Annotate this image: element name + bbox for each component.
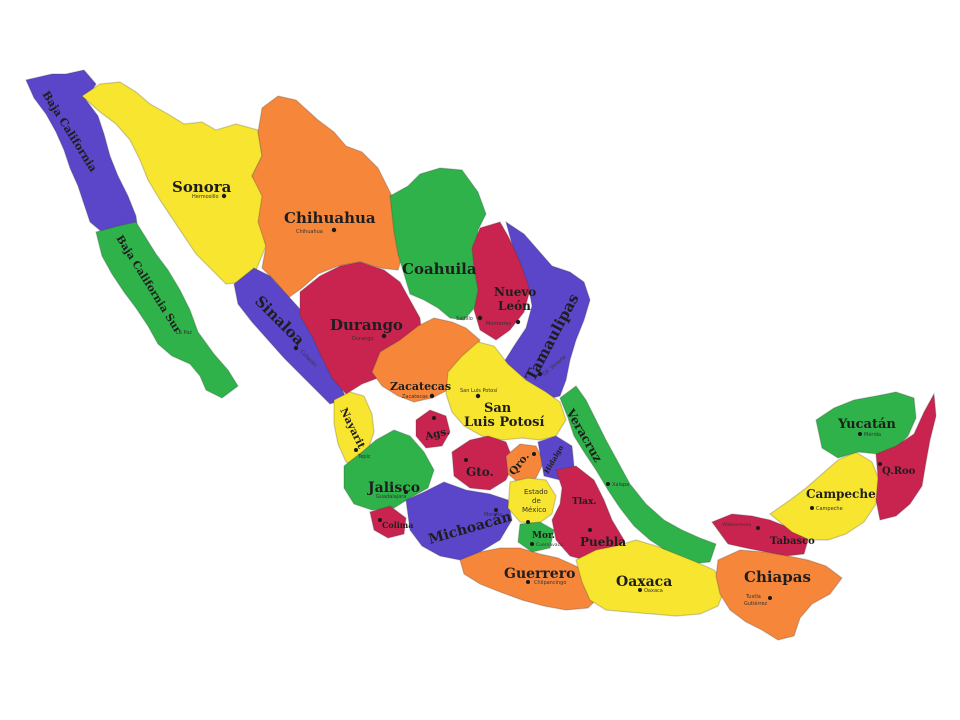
piece-chiapas[interactable] — [715, 549, 843, 641]
label-chihuahua: Chihuahua — [284, 209, 376, 227]
capital-dot-san-luis-potosi — [475, 393, 481, 399]
capital-dot-nuevo-leon — [515, 319, 521, 325]
capital-dot-oaxaca — [638, 588, 642, 592]
label-estado-de-mexico-2: de — [532, 497, 541, 505]
label-quintana-roo: Q.Roo — [882, 466, 916, 477]
label-colima: Colima — [382, 520, 413, 530]
capital-morelos: Cuernavaca — [536, 542, 563, 548]
capital-veracruz: Xalapa — [612, 482, 629, 488]
capital-dot-colima — [378, 518, 382, 522]
capital-dot-nayarit — [354, 448, 358, 452]
capital-dot-veracruz — [606, 482, 610, 486]
piece-michoacan[interactable] — [405, 481, 513, 561]
capital-dot-michoacan — [494, 508, 498, 512]
label-coahuila: Coahuila — [402, 260, 477, 278]
label-guerrero: Guerrero — [504, 566, 575, 582]
label-chiapas: Chiapas — [744, 568, 811, 586]
piece-aguascalientes[interactable] — [415, 409, 451, 449]
capital-dot-quintana-roo — [878, 462, 882, 466]
capital-dot-campeche — [810, 506, 814, 510]
label-zacatecas: Zacatecas — [390, 380, 451, 393]
capital-dot-morelos — [530, 542, 534, 546]
puzzle-pieces — [25, 69, 937, 641]
capital-dot-yucatan — [858, 432, 862, 436]
piece-chihuahua[interactable] — [251, 95, 405, 299]
label-puebla: Puebla — [580, 535, 626, 549]
capital-nuevo-leon: Monterrey — [486, 321, 512, 327]
capital-dot-guerrero — [526, 580, 530, 584]
capital-tabasco: Villahermosa — [722, 522, 751, 528]
piece-yucatan[interactable] — [815, 391, 917, 459]
capital-dot-chiapas — [768, 596, 772, 600]
label-estado-de-mexico-3: México — [522, 506, 546, 514]
capital-yucatan: Mérida — [864, 431, 881, 438]
capital-guerrero: Chilpancingo — [534, 580, 566, 586]
capital-san-luis-potosi: San Luis Potosí — [460, 387, 498, 394]
capital-dot-zacatecas — [429, 393, 435, 399]
capital-dot-queretaro — [532, 452, 536, 456]
capital-dot-guanajuato — [464, 458, 468, 462]
label-estado-de-mexico-1: Estado — [524, 488, 548, 496]
capital-dot-jalisco — [404, 490, 408, 494]
capital-dot-chihuahua — [331, 227, 337, 233]
capital-dot-estado-de-mexico — [526, 520, 530, 524]
capital-sonora: Hermosillo — [192, 194, 219, 200]
piece-tamaulipas[interactable] — [503, 220, 591, 401]
label-guanajuato: Gto. — [466, 465, 494, 479]
capital-chiapas-1: Tuxtla — [745, 594, 761, 600]
label-nuevo-leon-2: León — [498, 299, 531, 313]
capital-nayarit: Tepic — [357, 454, 371, 460]
label-yucatan: Yucatán — [837, 417, 896, 432]
capital-dot-sinaloa — [293, 345, 299, 351]
capital-dot-durango — [381, 333, 387, 339]
capital-dot-tamaulipas — [537, 371, 543, 377]
capital-chihuahua: Chihuahua — [296, 229, 323, 235]
capital-campeche: Campeche — [816, 506, 843, 512]
piece-san-luis-potosi[interactable] — [445, 341, 567, 441]
piece-morelos[interactable] — [517, 521, 555, 553]
capital-oaxaca: Oaxaca — [644, 588, 663, 594]
label-san-luis-potosi-1: San — [484, 401, 512, 416]
capital-dot-puebla — [588, 528, 592, 532]
capital-dot-tabasco — [756, 526, 760, 530]
capital-michoacan: Morelia — [484, 512, 502, 518]
label-nuevo-leon-1: Nuevo — [494, 285, 536, 299]
piece-quintana-roo[interactable] — [875, 392, 937, 521]
piece-veracruz[interactable] — [559, 385, 717, 565]
piece-jalisco[interactable] — [343, 429, 435, 511]
capital-durango: Durango — [352, 336, 374, 342]
piece-colima[interactable] — [369, 505, 407, 539]
piece-tabasco[interactable] — [711, 513, 809, 557]
label-sonora: Sonora — [172, 178, 232, 196]
label-san-luis-potosi-2: Luis Potosí — [464, 415, 544, 430]
capital-coahuila: Saltillo — [456, 316, 473, 322]
capital-chiapas-2: Gutiérrez — [744, 600, 767, 607]
capital-dot-coahuila — [477, 315, 483, 321]
label-morelos: Mor. — [532, 531, 555, 541]
piece-estado-de-mexico[interactable] — [507, 477, 557, 525]
label-oaxaca: Oaxaca — [616, 574, 672, 590]
label-campeche: Campeche — [806, 487, 876, 501]
capital-dot-aguascalientes — [432, 416, 436, 420]
label-tlaxcala: Tlax. — [572, 497, 596, 507]
label-durango: Durango — [330, 316, 403, 334]
piece-guanajuato[interactable] — [451, 435, 515, 491]
label-tabasco: Tabasco — [770, 536, 815, 547]
piece-baja-california-sur[interactable] — [95, 221, 239, 399]
capital-jalisco: Guadalajara — [376, 494, 406, 500]
capital-dot-sonora — [221, 193, 227, 199]
capital-zacatecas: Zacatecas — [402, 394, 428, 400]
capital-baja-california-sur: La Paz — [176, 330, 192, 336]
